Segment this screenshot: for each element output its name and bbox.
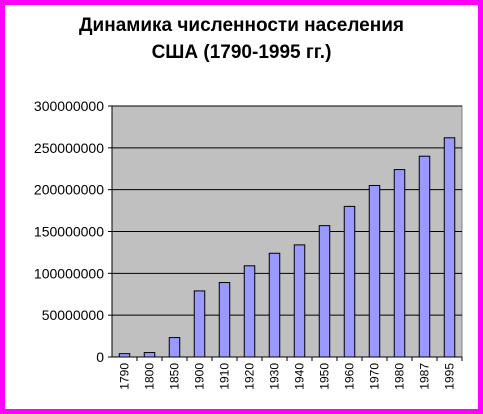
- x-tick-label: 1970: [368, 363, 382, 390]
- x-tick-label: 1900: [193, 363, 207, 390]
- y-tick-label: 0: [96, 349, 104, 365]
- bar: [443, 137, 456, 358]
- y-tick-label: 200000000: [34, 182, 104, 198]
- x-tick-label: 1910: [218, 363, 232, 390]
- y-tick-label: 250000000: [34, 140, 104, 156]
- chart-title-line2: США (1790-1995 гг.): [151, 42, 332, 63]
- y-tick-label: 50000000: [42, 307, 105, 323]
- x-tick-label: 1920: [243, 363, 257, 390]
- bar: [218, 282, 231, 358]
- bar: [143, 352, 156, 358]
- x-tick-label: 1980: [393, 363, 407, 390]
- y-tick-label: 100000000: [34, 265, 104, 281]
- x-tick-label: 1950: [318, 363, 332, 390]
- x-tick-label: 1790: [118, 363, 132, 390]
- bar: [343, 205, 356, 358]
- y-tick-label: 300000000: [34, 98, 104, 114]
- chart-title-line1: Динамика численности населения: [79, 15, 404, 36]
- x-tick-label: 1940: [293, 363, 307, 390]
- bar: [243, 265, 256, 358]
- bar: [118, 353, 131, 358]
- bar: [318, 225, 331, 358]
- bar: [368, 184, 381, 358]
- x-tick-label: 1800: [143, 363, 157, 390]
- x-tick-label: 1930: [268, 363, 282, 390]
- bar: [168, 337, 181, 358]
- bar: [418, 155, 431, 358]
- x-tick-label: 1850: [168, 363, 182, 390]
- bar: [193, 290, 206, 358]
- y-tick-label: 150000000: [34, 224, 104, 240]
- x-tick-label: 1995: [443, 363, 457, 390]
- bar: [293, 244, 306, 358]
- bar: [393, 169, 406, 358]
- x-tick-label: 1960: [343, 363, 357, 390]
- chart-title: Динамика численности населения США (1790…: [0, 12, 483, 66]
- x-tick-label: 1987: [418, 363, 432, 390]
- bar: [268, 252, 281, 358]
